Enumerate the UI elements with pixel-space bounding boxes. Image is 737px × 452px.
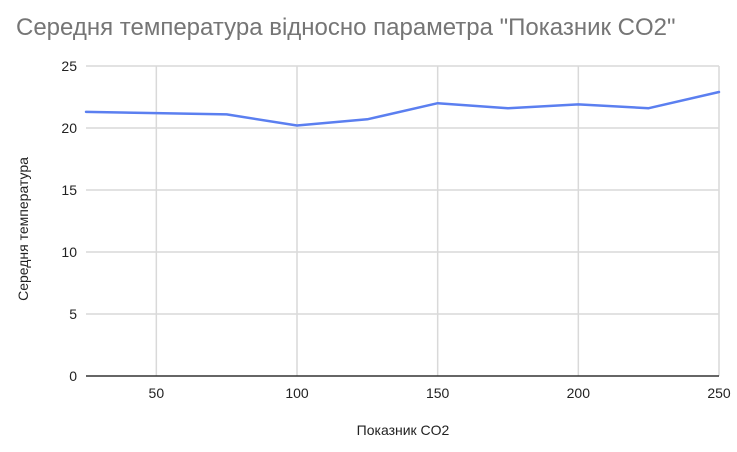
y-tick-label: 20	[61, 120, 77, 136]
y-tick-label: 5	[69, 306, 77, 322]
tick-labels: 0 5 10 15 20 25 50 100 150 200 250	[61, 58, 730, 401]
y-tick-label: 25	[61, 58, 77, 74]
y-tick-label: 0	[69, 368, 77, 384]
x-tick-label: 250	[707, 385, 731, 401]
x-axis-title: Показник CO2	[357, 422, 450, 438]
chart-title: Середня температура відносно параметра "…	[16, 14, 676, 41]
gridlines	[86, 65, 720, 376]
series-line	[84, 90, 721, 127]
y-tick-label: 10	[61, 244, 77, 260]
series	[84, 90, 721, 127]
x-tick-label: 150	[426, 385, 450, 401]
x-tick-label: 50	[149, 385, 165, 401]
x-tick-label: 100	[285, 385, 309, 401]
y-tick-label: 15	[61, 182, 77, 198]
x-tick-label: 200	[567, 385, 591, 401]
y-axis-title: Середня температура	[15, 157, 31, 301]
